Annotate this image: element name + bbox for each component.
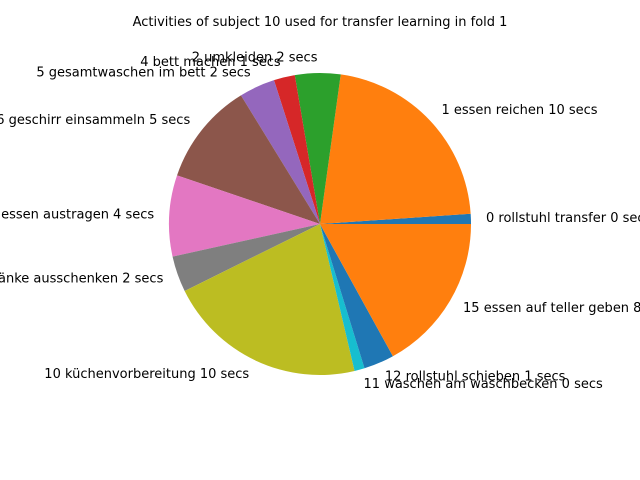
pie-slice-6-geschirr-einsammeln-5-secs xyxy=(177,95,320,224)
slice-label-5-gesamtwaschen-im-bett-2-secs: 5 gesamtwaschen im bett 2 secs xyxy=(36,66,251,81)
slice-label-15-essen-auf-teller-geben-8-secs: 15 essen auf teller geben 8 secs xyxy=(463,301,640,316)
slice-label-7-essen-austragen-4-secs: 7 essen austragen 4 secs xyxy=(0,207,154,222)
slice-label-10-k-chenvorbereitung-10-secs: 10 küchenvorbereitung 10 secs xyxy=(44,367,249,382)
pie-slice-8-getr-nke-ausschenken-2-secs xyxy=(172,224,320,291)
pie-slice-0-rollstuhl-transfer-0-secs xyxy=(320,213,471,224)
slice-label-6-geschirr-einsammeln-5-secs: 6 geschirr einsammeln 5 secs xyxy=(0,113,190,128)
pie-slice-12-rollstuhl-schieben-1-secs xyxy=(320,224,393,369)
slice-label-1-essen-reichen-10-secs: 1 essen reichen 10 secs xyxy=(441,103,597,118)
slice-label-8-getr-nke-ausschenken-2-secs: 8 getränke ausschenken 2 secs xyxy=(0,272,164,287)
pie-slice-11-waschen-am-waschbecken-0-secs xyxy=(320,224,365,371)
pie-slice-4-bett-machen-1-secs xyxy=(273,75,320,224)
pie-slices xyxy=(169,73,471,376)
pie-slice-7-essen-austragen-4-secs xyxy=(169,175,320,257)
pie-slice-2-umkleiden-2-secs xyxy=(294,73,341,225)
pie-slice-5-gesamtwaschen-im-bett-2-secs xyxy=(240,80,320,225)
slice-label-2-umkleiden-2-secs: 2 umkleiden 2 secs xyxy=(192,50,318,65)
chart-title: Activities of subject 10 used for transf… xyxy=(133,15,508,30)
slice-label-4-bett-machen-1-secs: 4 bett machen 1 secs xyxy=(140,55,281,70)
pie-slice-1-essen-reichen-10-secs xyxy=(320,74,471,225)
slice-label-12-rollstuhl-schieben-1-secs: 12 rollstuhl schieben 1 secs xyxy=(385,369,566,384)
pie-labels: 0 rollstuhl transfer 0 secs 1 essen reich… xyxy=(0,50,640,391)
slice-label-0-rollstuhl-transfer-0-secs: 0 rollstuhl transfer 0 secs xyxy=(486,211,640,226)
pie-slice-10-k-chenvorbereitung-10-secs xyxy=(184,224,355,376)
pie-slice-15-essen-auf-teller-geben-8-secs xyxy=(320,224,471,357)
slice-label-11-waschen-am-waschbecken-0-secs: 11 waschen am waschbecken 0 secs xyxy=(364,377,603,392)
